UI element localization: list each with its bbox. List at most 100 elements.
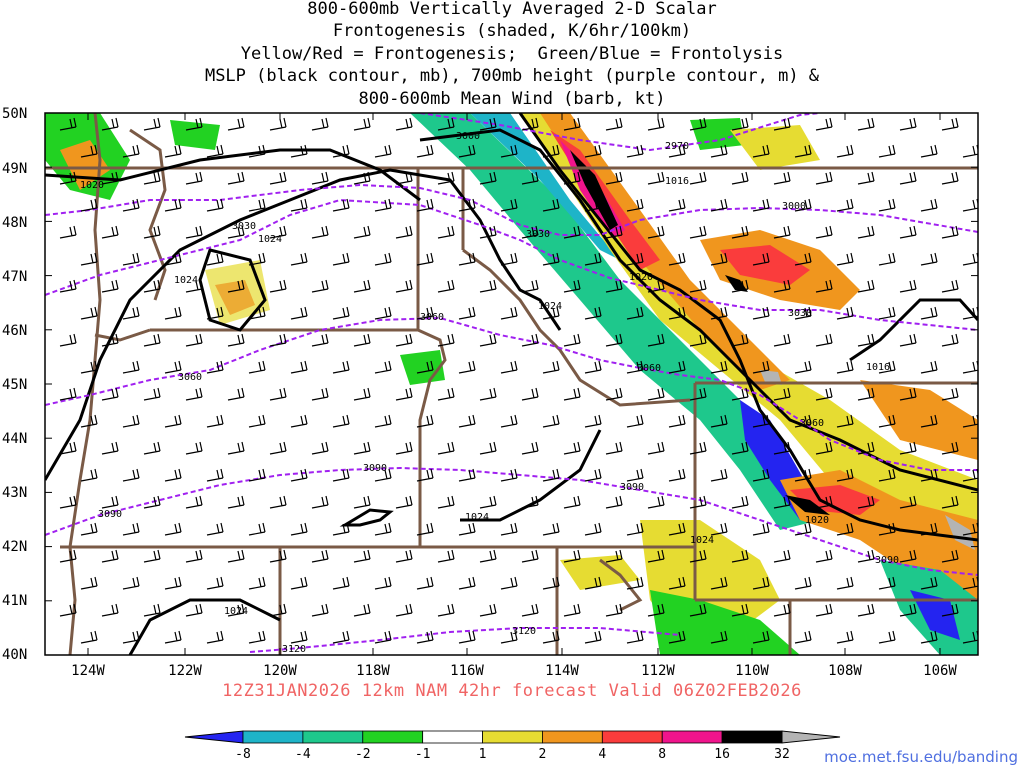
wind-barb — [185, 387, 203, 401]
colorbar-max-arrow — [781, 730, 841, 744]
wind-barb — [311, 225, 329, 239]
wind-barb — [122, 468, 140, 482]
wind-barb — [710, 522, 728, 536]
wind-barb — [626, 252, 644, 266]
lat-label: 41N — [2, 593, 27, 609]
mslp-label: 1016 — [866, 362, 890, 373]
wind-barb — [752, 630, 770, 644]
wind-barb — [227, 549, 245, 563]
colorbar-segment — [482, 730, 543, 744]
wind-barb — [416, 522, 434, 536]
wind-barb — [794, 252, 812, 266]
wind-barb — [836, 198, 854, 212]
height-contour-3000 — [45, 183, 978, 236]
wind-barb — [143, 387, 161, 401]
wind-barb — [458, 468, 476, 482]
wind-barb — [647, 279, 665, 293]
wind-barb — [437, 495, 455, 509]
wind-barb — [941, 171, 959, 185]
wind-barb — [311, 117, 329, 131]
wind-barb — [647, 603, 665, 617]
wind-barb — [605, 387, 623, 401]
wind-barb — [80, 414, 98, 428]
wind-barb — [227, 387, 245, 401]
wind-barb — [836, 414, 854, 428]
wind-barb — [458, 306, 476, 320]
wind-barb — [941, 603, 959, 617]
wind-barb — [941, 117, 959, 131]
wind-barb — [269, 117, 287, 131]
wind-barb — [332, 198, 350, 212]
wind-barb — [143, 117, 161, 131]
wind-barb — [584, 360, 602, 374]
wind-barb — [920, 576, 938, 590]
wind-barb — [206, 414, 224, 428]
wind-barb — [101, 549, 119, 563]
wind-barb — [626, 360, 644, 374]
source-credit-link[interactable]: moe.met.fsu.edu/banding — [824, 748, 1018, 766]
wind-barb — [164, 630, 182, 644]
wind-barb — [59, 495, 77, 509]
wind-barb — [836, 468, 854, 482]
wind-barb — [563, 495, 581, 509]
wind-barb — [374, 252, 392, 266]
wind-barb — [752, 252, 770, 266]
frontolysis-green-patch-3 — [690, 118, 745, 150]
colorbar-segment — [721, 730, 783, 744]
wind-barb — [542, 306, 560, 320]
wind-barb — [227, 171, 245, 185]
wind-barb — [731, 495, 749, 509]
wind-barb — [920, 522, 938, 536]
mslp-label: 1024 — [174, 275, 198, 286]
wind-barb — [206, 630, 224, 644]
wind-barb — [752, 144, 770, 158]
wind-barb — [59, 387, 77, 401]
wind-barb — [836, 306, 854, 320]
wind-barb — [836, 360, 854, 374]
mslp-contour-1024-south — [128, 598, 281, 655]
wind-barb — [122, 306, 140, 320]
wind-barb — [857, 441, 875, 455]
wind-barb — [815, 171, 833, 185]
wind-barb — [59, 171, 77, 185]
wind-barb — [626, 198, 644, 212]
wind-barb — [80, 630, 98, 644]
colorbar-tick-label: 1 — [479, 747, 487, 762]
wind-barb — [143, 549, 161, 563]
wind-barb — [248, 252, 266, 266]
wind-barb — [227, 603, 245, 617]
height-label: 3030 — [526, 229, 550, 240]
wind-barb — [815, 279, 833, 293]
wind-barb — [185, 441, 203, 455]
wind-barb — [311, 279, 329, 293]
wind-barb — [689, 441, 707, 455]
wind-barb — [437, 333, 455, 347]
wind-barb — [605, 117, 623, 131]
wind-barb — [479, 495, 497, 509]
wind-barb — [437, 171, 455, 185]
wind-barb — [143, 333, 161, 347]
wind-barb — [101, 603, 119, 617]
wind-barb — [416, 306, 434, 320]
frontolysis-green-patch-1 — [170, 120, 220, 150]
wind-barb — [710, 198, 728, 212]
wind-barb — [395, 441, 413, 455]
height-label: 3060 — [800, 418, 824, 429]
wind-barb — [101, 225, 119, 239]
mslp-label: 1020 — [805, 515, 829, 526]
colorbar-tick-label: 16 — [714, 747, 730, 762]
lon-label: 106W — [923, 663, 957, 679]
wind-barb — [794, 468, 812, 482]
lat-label: 42N — [2, 539, 27, 555]
wind-barb — [500, 306, 518, 320]
wind-barb — [290, 414, 308, 428]
colorbar-tick-label: 8 — [658, 747, 666, 762]
mslp-label: 1020 — [80, 180, 104, 191]
wind-barb — [689, 603, 707, 617]
wind-barb — [437, 387, 455, 401]
wind-barb — [416, 360, 434, 374]
wind-barb — [689, 117, 707, 131]
wind-barb — [521, 603, 539, 617]
wind-barb — [185, 603, 203, 617]
